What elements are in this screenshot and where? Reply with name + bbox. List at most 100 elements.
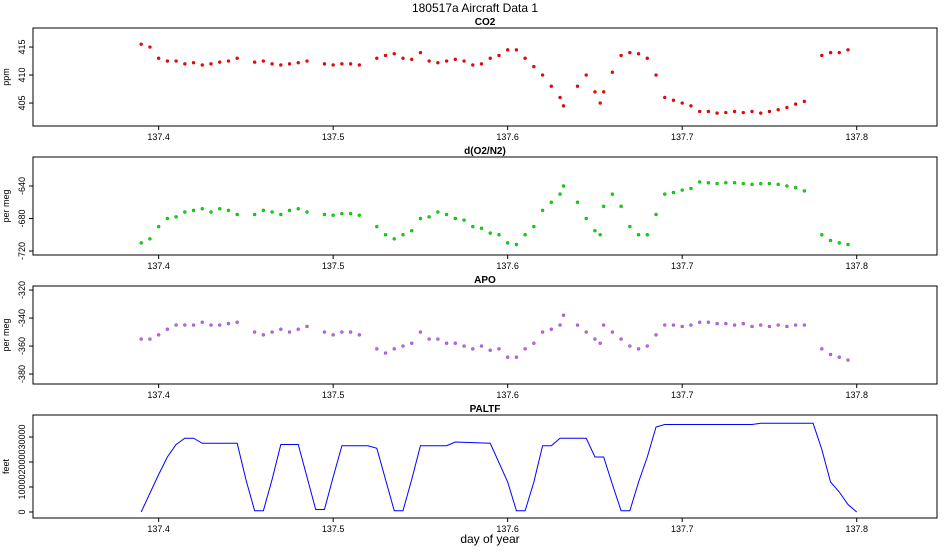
- data-point: [497, 347, 501, 351]
- data-point: [357, 213, 362, 218]
- data-point: [505, 241, 510, 245]
- data-point: [706, 109, 711, 114]
- data-point: [628, 50, 632, 55]
- data-point: [750, 109, 754, 114]
- panel: APO per meg -380 -360 -340 -320 137.4 137.5 137.…: [1, 275, 938, 400]
- data-point: [785, 105, 789, 110]
- data-point: [191, 208, 196, 213]
- data-point: [561, 313, 566, 318]
- data-point: [357, 63, 362, 67]
- data-point: [523, 347, 527, 351]
- data-point: [680, 101, 685, 105]
- y-tick-label: 30000: [17, 424, 27, 449]
- data-point: [619, 204, 623, 209]
- data-point: [322, 212, 327, 217]
- data-point: [165, 327, 170, 332]
- data-point: [183, 323, 187, 327]
- data-point: [427, 59, 431, 63]
- data-point: [505, 355, 510, 360]
- data-point: [470, 224, 475, 229]
- data-point: [575, 84, 580, 89]
- data-point: [558, 95, 562, 100]
- data-point: [305, 59, 309, 63]
- data-point: [741, 181, 746, 186]
- data-point: [575, 323, 580, 327]
- data-line: [140, 422, 858, 513]
- data-point: [235, 56, 239, 61]
- data-point: [598, 101, 602, 105]
- data-point: [750, 324, 754, 329]
- data-point: [654, 73, 658, 77]
- data-point: [593, 90, 597, 94]
- data-point: [523, 232, 527, 237]
- data-point: [584, 216, 589, 221]
- data-point: [436, 337, 440, 341]
- x-tick-label: 137.7: [671, 524, 694, 534]
- data-point: [662, 323, 667, 327]
- data-point: [392, 237, 397, 241]
- data-point: [741, 321, 746, 326]
- data-point: [462, 59, 466, 63]
- panel-title: CO2: [475, 17, 496, 28]
- data-point: [209, 210, 213, 214]
- data-point: [261, 59, 266, 63]
- data-point: [279, 63, 283, 67]
- data-point: [601, 204, 606, 209]
- data-point: [374, 56, 379, 61]
- data-point: [148, 45, 152, 49]
- data-point: [645, 232, 650, 237]
- data-point: [837, 241, 842, 245]
- data-point: [645, 56, 650, 61]
- data-point: [601, 323, 606, 327]
- data-point: [235, 320, 239, 325]
- data-point: [305, 210, 309, 214]
- data-point: [261, 208, 266, 213]
- data-point: [758, 181, 763, 186]
- data-point: [287, 62, 292, 66]
- data-point: [619, 337, 623, 341]
- data-point: [374, 224, 379, 229]
- data-point: [296, 60, 301, 65]
- data-point: [453, 216, 458, 221]
- data-point: [758, 111, 763, 115]
- data-point: [715, 111, 719, 115]
- data-point: [776, 182, 780, 187]
- data-point: [139, 42, 144, 47]
- data-point: [793, 185, 798, 190]
- y-axis-label: per meg: [1, 318, 11, 351]
- data-point: [514, 48, 519, 52]
- data-point: [724, 180, 728, 185]
- data-point: [226, 59, 231, 63]
- data-point: [715, 321, 719, 326]
- data-point: [837, 50, 842, 55]
- data-point: [357, 333, 362, 337]
- data-point: [252, 60, 257, 64]
- data-point: [584, 330, 589, 334]
- data-point: [401, 56, 405, 61]
- x-tick-label: 137.5: [322, 390, 345, 400]
- data-point: [628, 224, 632, 229]
- data-point: [444, 59, 449, 63]
- data-point: [758, 323, 763, 327]
- data-point: [767, 324, 772, 329]
- data-point: [270, 210, 274, 214]
- data-point: [680, 324, 685, 329]
- data-point: [479, 226, 484, 231]
- data-point: [628, 344, 632, 348]
- y-tick-label: 415: [17, 40, 27, 55]
- data-point: [270, 330, 274, 334]
- data-point: [139, 337, 144, 341]
- data-point: [793, 323, 798, 327]
- data-point: [715, 181, 719, 186]
- data-point: [183, 210, 187, 214]
- data-point: [636, 51, 641, 56]
- data-point: [418, 50, 423, 55]
- data-point: [348, 62, 353, 66]
- data-point: [279, 327, 283, 332]
- data-point: [802, 99, 807, 104]
- data-point: [523, 56, 527, 61]
- data-point: [732, 323, 737, 327]
- data-point: [348, 211, 353, 216]
